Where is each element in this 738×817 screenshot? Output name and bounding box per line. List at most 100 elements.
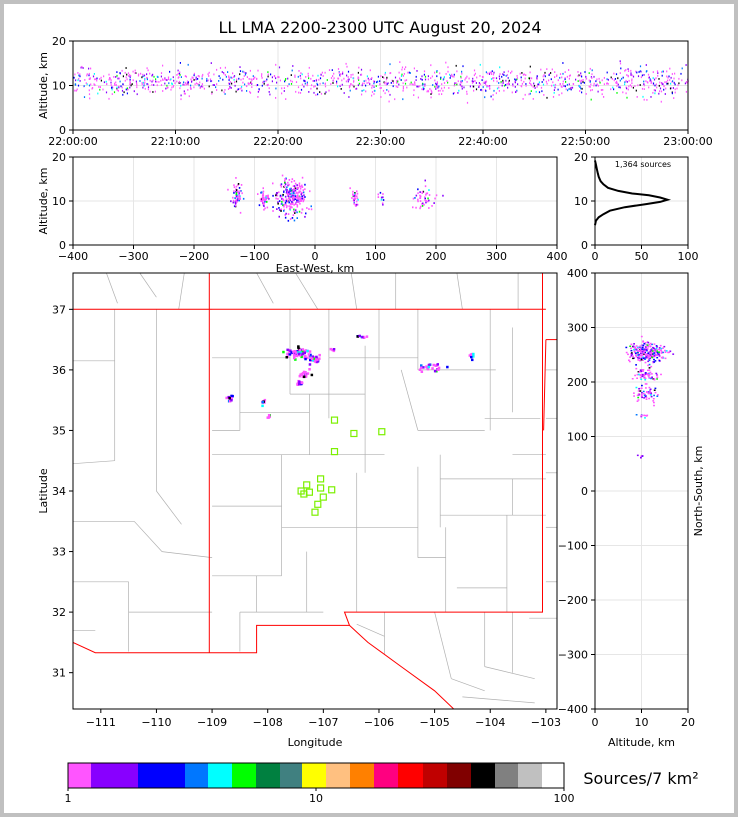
ew-source-point <box>310 205 312 208</box>
ns-source-point <box>646 373 648 376</box>
map-source-point <box>365 335 369 338</box>
ns-source-point <box>667 351 669 354</box>
ns-y-tick-label: −100 <box>558 540 588 553</box>
county-border <box>462 696 535 704</box>
map-source-point <box>266 416 269 419</box>
time-source-point <box>559 83 561 86</box>
ns-source-point <box>668 351 671 354</box>
map-source-point <box>293 350 297 353</box>
time-source-point <box>357 84 359 87</box>
ns-source-point <box>647 369 649 372</box>
map-source-point <box>315 355 318 359</box>
time-source-point <box>290 79 292 82</box>
time-source-point <box>187 89 189 91</box>
ew-source-point <box>299 190 302 193</box>
time-source-point <box>386 89 388 91</box>
time-source-point <box>257 96 259 98</box>
time-source-point <box>333 72 335 75</box>
county-border <box>350 273 358 310</box>
time-source-point <box>581 91 583 94</box>
time-source-point <box>122 83 124 86</box>
time-source-point <box>564 85 566 88</box>
ew-source-point <box>377 196 380 198</box>
time-source-point <box>639 70 641 72</box>
colorbar-swatch <box>256 763 280 788</box>
time-source-point <box>453 73 455 76</box>
time-source-point <box>144 79 146 82</box>
time-source-point <box>452 92 454 95</box>
time-source-point <box>508 81 510 84</box>
ns-source-point <box>651 343 653 346</box>
time-source-point <box>640 70 642 73</box>
time-source-point <box>131 83 133 85</box>
ns-source-point <box>644 395 647 398</box>
ew-source-point <box>280 183 283 186</box>
time-source-point <box>203 87 205 90</box>
time-source-point <box>160 75 162 78</box>
ns-source-point <box>654 348 656 350</box>
time-source-point <box>228 76 230 79</box>
ew-source-point <box>235 185 238 188</box>
time-source-point <box>165 78 167 81</box>
time-source-point <box>430 77 432 79</box>
time-source-point <box>655 83 657 86</box>
ew-source-point <box>352 193 354 196</box>
ew-source-point <box>277 202 279 205</box>
time-source-point <box>577 80 579 82</box>
time-source-point <box>496 80 498 83</box>
time-source-point <box>445 73 447 75</box>
time-source-point <box>127 88 129 91</box>
time-source-point <box>357 76 359 79</box>
time-source-point <box>240 86 242 89</box>
ns-source-point <box>663 345 666 348</box>
ew-source-point <box>282 204 284 206</box>
time-source-point <box>663 85 665 88</box>
ns-source-point <box>660 347 663 350</box>
time-source-point <box>171 83 173 85</box>
ew-source-point <box>286 186 288 189</box>
time-source-point <box>607 83 609 85</box>
ew-source-point <box>294 198 297 200</box>
ns-source-point <box>647 355 649 357</box>
time-source-point <box>443 86 445 89</box>
time-source-point <box>562 62 564 64</box>
time-source-point <box>643 88 645 90</box>
time-source-point <box>350 76 352 79</box>
ns-y-label: North-South, km <box>692 446 705 537</box>
time-source-point <box>219 67 222 69</box>
time-source-point <box>485 90 487 92</box>
ew-source-point <box>292 194 294 197</box>
time-source-point <box>216 89 218 91</box>
time-source-point <box>198 84 200 87</box>
map-source-point <box>308 350 312 353</box>
time-source-point <box>184 75 186 77</box>
time-source-point <box>511 91 513 94</box>
ew-source-point <box>300 194 303 197</box>
time-source-point <box>440 78 442 80</box>
time-source-point <box>628 85 630 88</box>
ew-source-point <box>284 183 287 186</box>
time-source-point <box>484 89 487 91</box>
time-source-point <box>313 85 315 88</box>
time-source-point <box>426 90 428 93</box>
time-source-point <box>617 77 619 80</box>
time-source-point <box>267 83 269 86</box>
time-source-point <box>643 83 645 85</box>
time-source-point <box>313 80 315 82</box>
time-source-point <box>435 86 437 89</box>
ew-source-point <box>278 209 281 211</box>
time-source-point <box>613 79 615 82</box>
ns-source-point <box>649 355 652 357</box>
ns-source-point <box>640 415 643 417</box>
time-source-point <box>582 79 584 81</box>
time-source-point <box>439 89 441 92</box>
ns-source-point <box>644 372 647 374</box>
time-source-point <box>495 92 497 95</box>
time-source-point <box>255 84 258 87</box>
ns-source-point <box>649 394 652 396</box>
time-source-point <box>434 85 436 88</box>
time-source-point <box>578 85 580 87</box>
time-source-point <box>565 88 567 91</box>
ns-source-point <box>645 357 648 359</box>
time-source-point <box>121 86 123 89</box>
